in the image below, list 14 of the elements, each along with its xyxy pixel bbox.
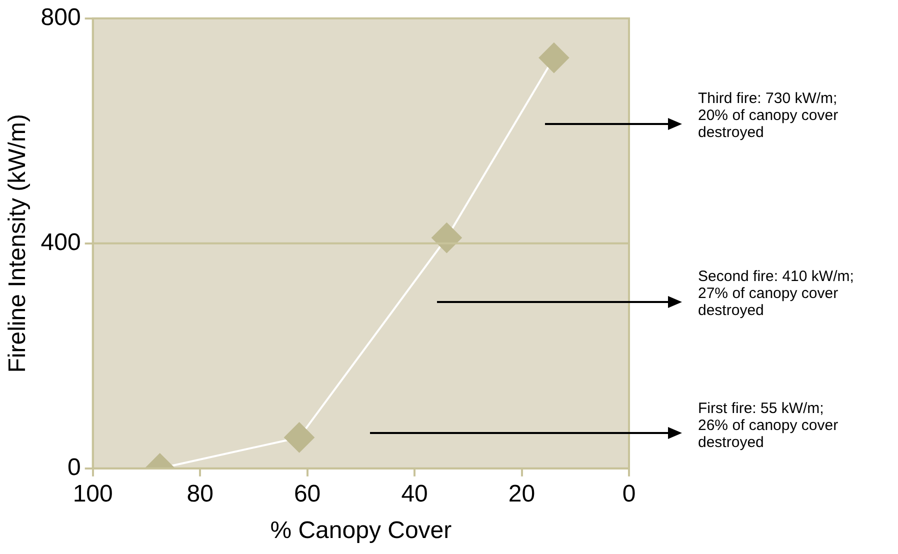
text: Second fire: 410 kW/m; 27% of canopy cover destroyed [698, 268, 854, 319]
y-tick-label: 800 [40, 4, 81, 32]
x-tick-label: 40 [401, 480, 428, 508]
text: Third fire: 730 kW/m; 20% of canopy cover destroyed [698, 90, 838, 141]
y-tick-label: 400 [40, 229, 81, 256]
x-axis-title: % Canopy Cover [270, 517, 452, 544]
text: First fire: 55 kW/m; 26% of canopy cover destroyed [698, 400, 838, 451]
x-tick-label: 0 [622, 480, 636, 508]
x-tick-label: 80 [186, 480, 214, 508]
y-axis-title: Fireline Intensity (kW/m) [4, 114, 32, 373]
x-tick-label: 60 [294, 480, 321, 508]
y-tick-label: 0 [67, 454, 81, 482]
x-tick-label: 20 [508, 480, 536, 508]
x-tick-label: 100 [72, 480, 113, 508]
